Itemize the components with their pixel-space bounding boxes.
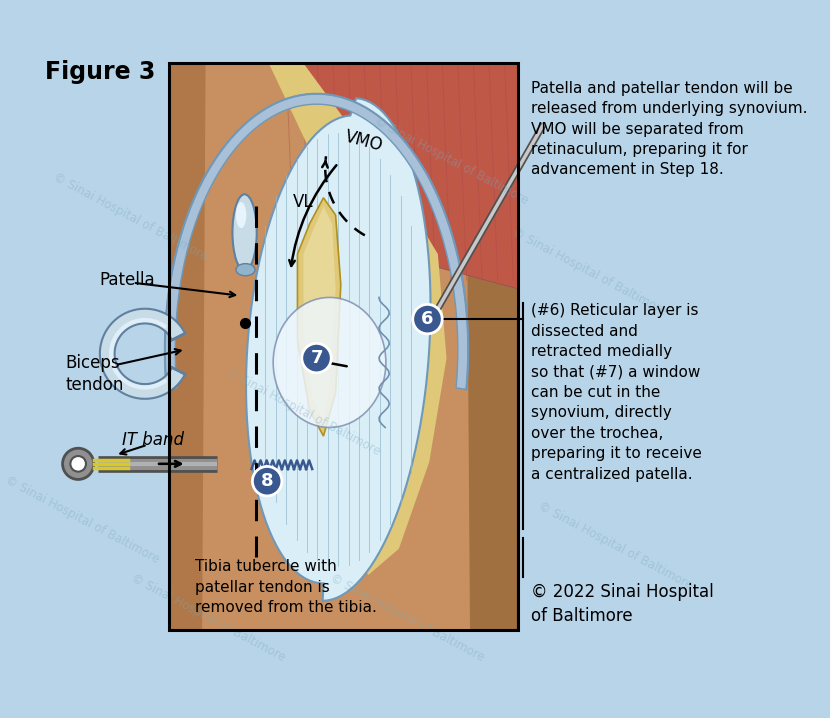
Polygon shape: [282, 63, 518, 289]
Polygon shape: [466, 63, 518, 630]
Text: © Sinai Hospital of Baltimore: © Sinai Hospital of Baltimore: [372, 114, 530, 207]
Polygon shape: [169, 63, 518, 630]
Circle shape: [302, 343, 331, 373]
Polygon shape: [100, 309, 185, 398]
Text: Figure 3: Figure 3: [46, 60, 155, 84]
Bar: [169, 63, 518, 630]
Circle shape: [71, 456, 86, 472]
Text: VMO: VMO: [343, 128, 385, 155]
Circle shape: [252, 467, 282, 496]
Text: © Sinai Hospital of Baltimore: © Sinai Hospital of Baltimore: [129, 572, 287, 664]
Text: © Sinai Hospital of Baltimore: © Sinai Hospital of Baltimore: [3, 474, 162, 567]
Text: (#6) Reticular layer is
dissected and
retracted medially
so that (#7) a window
c: (#6) Reticular layer is dissected and re…: [530, 304, 701, 482]
Text: Patella: Patella: [100, 271, 155, 289]
Polygon shape: [165, 94, 468, 389]
Text: Biceps
tendon: Biceps tendon: [66, 353, 124, 393]
Ellipse shape: [232, 195, 256, 271]
Text: 7: 7: [310, 349, 323, 367]
Text: VL: VL: [293, 193, 314, 211]
Text: IT band: IT band: [121, 431, 183, 449]
Circle shape: [62, 448, 94, 480]
Polygon shape: [246, 98, 431, 601]
Ellipse shape: [273, 297, 386, 427]
Polygon shape: [269, 63, 447, 575]
Polygon shape: [304, 206, 335, 423]
Text: 6: 6: [421, 310, 434, 328]
Text: Tibia tubercle with
patellar tendon is
removed from the tibia.: Tibia tubercle with patellar tendon is r…: [195, 559, 377, 615]
Text: © Sinai Hospital of Baltimore: © Sinai Hospital of Baltimore: [536, 500, 695, 592]
Text: 8: 8: [261, 472, 273, 490]
Polygon shape: [297, 197, 341, 436]
Text: © 2022 Sinai Hospital
of Baltimore: © 2022 Sinai Hospital of Baltimore: [530, 584, 713, 625]
Polygon shape: [169, 63, 206, 630]
Text: © Sinai Hospital of Baltimore: © Sinai Hospital of Baltimore: [510, 225, 669, 317]
Circle shape: [413, 304, 442, 334]
Text: © Sinai Hospital of Baltimore: © Sinai Hospital of Baltimore: [329, 572, 487, 664]
Text: © Sinai Hospital of Baltimore: © Sinai Hospital of Baltimore: [224, 365, 383, 458]
Ellipse shape: [236, 264, 255, 276]
Ellipse shape: [236, 202, 247, 228]
Text: © Sinai Hospital of Baltimore: © Sinai Hospital of Baltimore: [51, 171, 209, 263]
Text: Patella and patellar tendon will be
released from underlying synovium.
VMO will : Patella and patellar tendon will be rele…: [530, 80, 807, 177]
